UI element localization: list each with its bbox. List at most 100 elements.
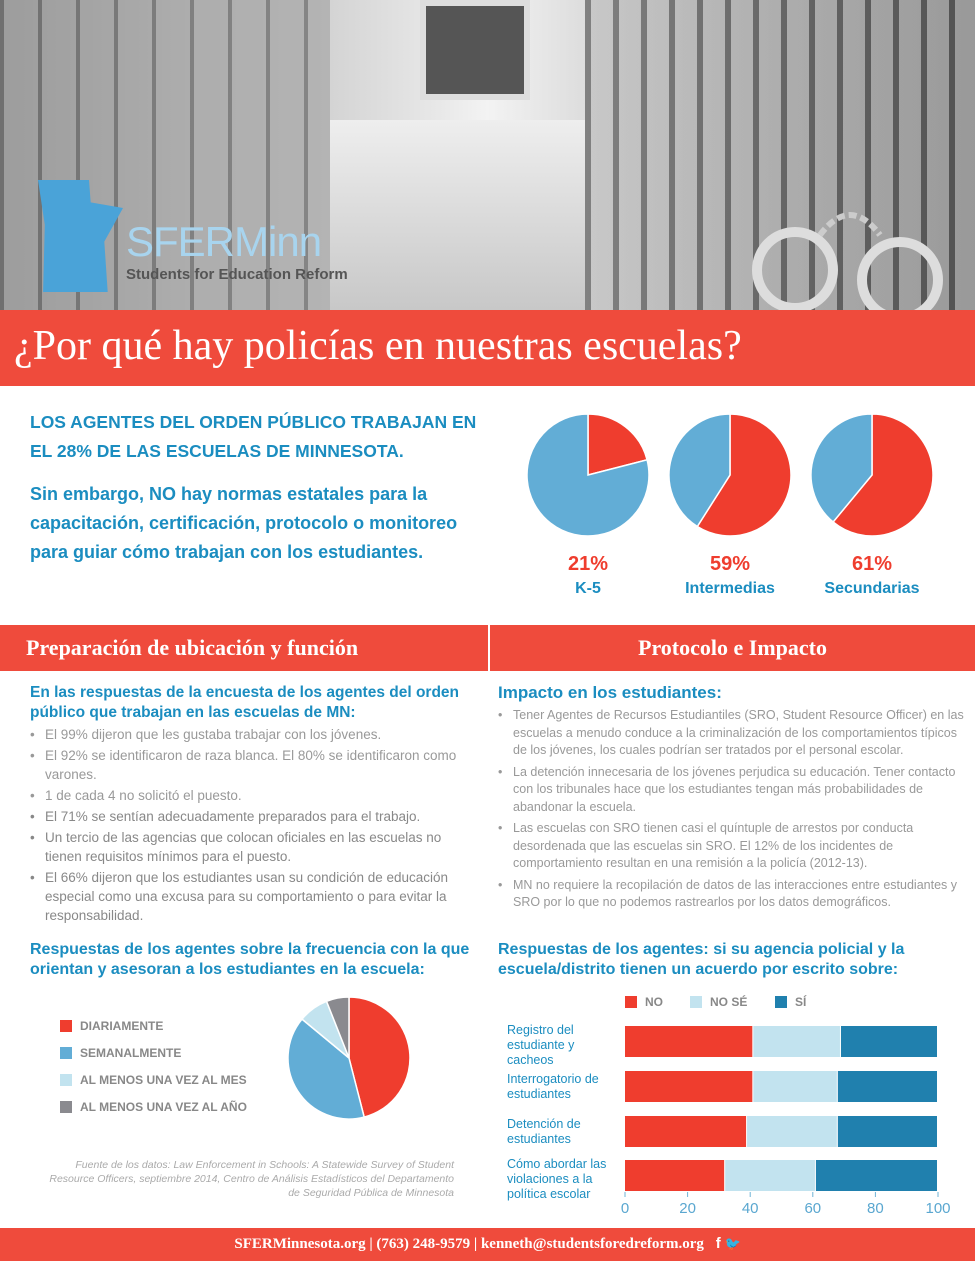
legend-label: AL MENOS UNA VEZ AL MES xyxy=(80,1072,247,1087)
hallway-door xyxy=(420,0,530,100)
survey-section: En las respuestas de la encuesta de los … xyxy=(30,683,480,925)
pie-slice-anual xyxy=(325,996,350,1059)
legend-swatch xyxy=(60,1073,72,1086)
legend-item: DIARIAMENTE xyxy=(60,1012,247,1039)
bar-segment xyxy=(837,1071,937,1102)
jail-bars-image xyxy=(585,0,975,310)
bar-segment xyxy=(753,1026,840,1057)
pie-slice-blue xyxy=(810,413,873,524)
list-item: El 99% dijeron que les gustaba trabajar … xyxy=(30,725,480,744)
list-item: El 71% se sentían adecuadamente preparad… xyxy=(30,807,480,826)
list-item: El 92% se identificaron de raza blanca. … xyxy=(30,746,480,784)
pie-slice-blue xyxy=(526,413,650,537)
frequency-chart-title: Respuestas de los agentes sobre la frecu… xyxy=(30,941,470,978)
legend-swatch xyxy=(60,1100,72,1113)
pie-label: K-5 xyxy=(575,580,601,597)
legend-label: AL MENOS UNA VEZ AL AÑO xyxy=(80,1099,247,1114)
legend-swatch xyxy=(625,996,637,1008)
bar-category-label: Registro del estudiante y cacheos xyxy=(507,1023,575,1067)
survey-list: El 99% dijeron que les gustaba trabajar … xyxy=(30,725,480,925)
bar-segment xyxy=(840,1026,937,1057)
section-title-right: Protocolo e Impacto xyxy=(490,625,975,671)
bar-segment xyxy=(625,1160,725,1191)
pie-label: Secundarias xyxy=(824,580,920,597)
footer: SFERMinnesota.org | (763) 248-9579 | ken… xyxy=(0,1228,975,1261)
bar-category-label: Interrogatorio de estudiantes xyxy=(507,1072,599,1101)
impact-list: Tener Agentes de Recursos Estudiantiles … xyxy=(498,707,973,912)
frequency-pie-chart xyxy=(287,996,411,1120)
twitter-icon[interactable]: 🐦 xyxy=(724,1236,741,1251)
pie-secundarias: 61% Secundarias xyxy=(797,412,947,598)
intro-stat: LOS AGENTES DEL ORDEN PÚBLICO TRABAJAN E… xyxy=(30,412,477,461)
legend-item: AL MENOS UNA VEZ AL AÑO xyxy=(60,1093,247,1120)
legend-swatch xyxy=(690,996,702,1008)
pie-k5: 21% K-5 xyxy=(513,412,663,598)
legend-item: AL MENOS UNA VEZ AL MES xyxy=(60,1066,247,1093)
pie-chart xyxy=(526,413,650,537)
logo-tagline: Students for Education Reform xyxy=(126,266,348,283)
logo-name: SFERMinn xyxy=(126,218,322,265)
impact-heading: Impacto en los estudiantes: xyxy=(498,683,722,702)
list-item: Las escuelas con SRO tienen casi el quín… xyxy=(498,820,973,873)
list-item: MN no requiere la recopilación de datos … xyxy=(498,877,973,912)
bar-segment xyxy=(625,1071,753,1102)
legend-swatch xyxy=(775,996,787,1008)
x-tick-label: 60 xyxy=(804,1200,821,1217)
legend-swatch xyxy=(60,1019,72,1032)
bar-segment xyxy=(625,1026,753,1057)
legend-swatch xyxy=(60,1046,72,1059)
bar-category-label: Cómo abordar las violaciones a la política… xyxy=(507,1157,606,1201)
pie-chart xyxy=(668,413,792,537)
bar-segment xyxy=(815,1160,937,1191)
pie-slice-diariamente xyxy=(348,996,411,1118)
list-item: El 66% dijeron que los estudiantes usan … xyxy=(30,868,480,925)
pie-label: Intermedias xyxy=(685,580,775,597)
agreement-bar-chart: NO NO SÉ SÍ Registro del estudiante y cacheos… xyxy=(507,994,951,1217)
legend-label: SEMANALMENTE xyxy=(80,1045,182,1060)
x-tick-label: 80 xyxy=(867,1200,884,1217)
bar-segment xyxy=(837,1116,937,1147)
bar-segment xyxy=(753,1071,837,1102)
page-title: ¿Por qué hay policías en nuestras escuel… xyxy=(0,310,975,386)
x-tick-label: 100 xyxy=(925,1200,950,1217)
legend-label: NO SÉ xyxy=(710,994,747,1009)
pie-slice-blue xyxy=(668,413,731,528)
data-source: Fuente de los datos: Law Enforcement in … xyxy=(49,1159,454,1199)
bar-segment xyxy=(725,1160,815,1191)
x-tick-label: 40 xyxy=(742,1200,759,1217)
x-tick-label: 20 xyxy=(679,1200,696,1217)
list-item: 1 de cada 4 no solicitó el puesto. xyxy=(30,786,480,805)
intro: LOS AGENTES DEL ORDEN PÚBLICO TRABAJAN E… xyxy=(30,408,500,567)
contact-info: SFERMinnesota.org | (763) 248-9579 | ken… xyxy=(234,1236,704,1252)
hallway-floor xyxy=(330,120,585,310)
pie-slice-semanalmente xyxy=(287,1018,366,1120)
pie-slice-red xyxy=(587,413,648,476)
facebook-icon[interactable]: f xyxy=(715,1235,721,1252)
bar-segment xyxy=(625,1116,747,1147)
header-photo: SFERMinn Students for Education Reform xyxy=(0,0,975,310)
pie-intermedias: 59% Intermedias xyxy=(655,412,805,598)
legend-item: SEMANALMENTE xyxy=(60,1039,247,1066)
bar-segment xyxy=(747,1116,837,1147)
legend-label: DIARIAMENTE xyxy=(80,1018,164,1033)
legend-label: NO xyxy=(645,995,663,1009)
pie-slice-red xyxy=(832,413,934,537)
pie-value: 61% xyxy=(851,553,893,575)
handcuffs-icon xyxy=(752,212,943,310)
frequency-legend: DIARIAMENTE SEMANALMENTE AL MENOS UNA VE… xyxy=(60,1012,247,1120)
list-item: Tener Agentes de Recursos Estudiantiles … xyxy=(498,707,973,760)
legend-label: SÍ xyxy=(795,994,807,1009)
intro-text: Sin embargo, NO hay normas estatales par… xyxy=(30,484,458,562)
section-title-left: Preparación de ubicación y función xyxy=(0,625,488,671)
survey-heading: En las respuestas de la encuesta de los … xyxy=(30,684,459,721)
pie-value: 21% xyxy=(567,553,609,575)
pie-value: 59% xyxy=(709,553,751,575)
school-pies: 21% K-5 59% Intermedias 61% Secundarias xyxy=(525,412,965,612)
pie-slice-red xyxy=(696,413,792,537)
pie-chart xyxy=(810,413,934,537)
list-item: La detención innecesaria de los jóvenes … xyxy=(498,764,973,817)
list-item: Un tercio de las agencias que colocan of… xyxy=(30,828,480,866)
bar-category-label: Detención de estudiantes xyxy=(507,1117,581,1146)
impact-section: Impacto en los estudiantes: Tener Agente… xyxy=(498,683,973,912)
agreement-chart-title: Respuestas de los agentes: si su agencia… xyxy=(498,941,905,978)
